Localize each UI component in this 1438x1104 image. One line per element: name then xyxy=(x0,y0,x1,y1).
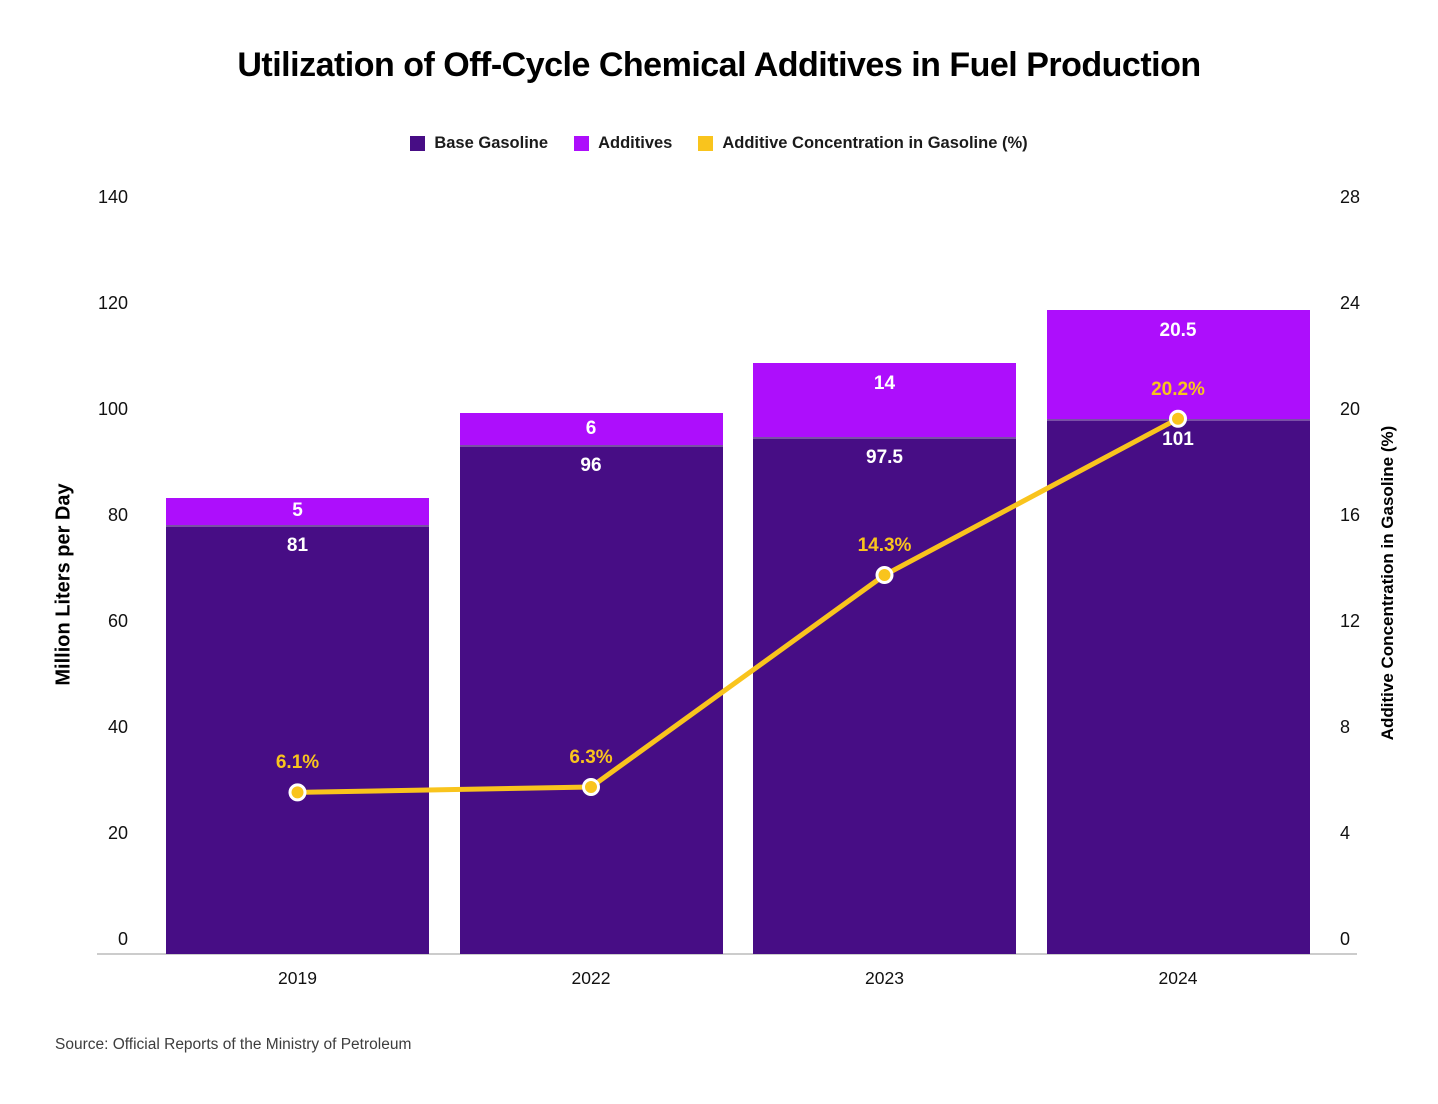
left-axis-tick: 20 xyxy=(107,823,128,843)
left-axis-tick: 100 xyxy=(97,399,128,419)
additives-value-label: 5 xyxy=(292,500,303,522)
left-axis-tick: 140 xyxy=(97,187,128,207)
left-axis-tick: 60 xyxy=(107,611,128,631)
x-axis-label: 2023 xyxy=(865,968,904,988)
x-axis-label: 2022 xyxy=(571,968,611,988)
legend-swatch-icon xyxy=(574,136,590,151)
left-axis-tick: 40 xyxy=(107,717,128,737)
chart-title: Utilization of Off-Cycle Chemical Additi… xyxy=(237,46,1201,84)
x-axis-line xyxy=(97,953,1357,955)
legend-swatch-icon xyxy=(410,136,426,151)
legend-item-base-gasoline[interactable]: Base Gasoline xyxy=(410,134,548,153)
right-axis-tick: 20 xyxy=(1340,399,1361,419)
additives-value-label: 20.5 xyxy=(1159,320,1197,342)
right-axis-tick: 8 xyxy=(1340,717,1351,737)
right-axis-tick: 12 xyxy=(1340,611,1361,631)
legend-item-label: Base Gasoline xyxy=(434,134,549,152)
base-value-label: 97.5 xyxy=(866,447,903,469)
x-axis-label: 2024 xyxy=(1158,968,1198,988)
additives-value-label: 14 xyxy=(873,373,896,395)
legend-item-additive-concentration-in-gasoline[interactable]: Additive Concentration in Gasoline (%) xyxy=(698,134,1028,153)
left-axis-tick: 120 xyxy=(97,293,128,313)
right-axis-tick: 28 xyxy=(1340,187,1361,207)
line-value-label: 6.3% xyxy=(569,747,613,769)
legend-item-label: Additives xyxy=(598,134,673,152)
bar-segment-base xyxy=(459,445,723,954)
bar-segment-base xyxy=(753,437,1016,954)
line-value-label: 20.2% xyxy=(1151,378,1205,400)
base-value-label: 101 xyxy=(1162,428,1194,450)
line-value-label: 14.3% xyxy=(857,535,912,557)
right-axis-tick: 24 xyxy=(1340,293,1361,313)
x-axis-label: 2019 xyxy=(278,968,317,988)
base-value-label: 96 xyxy=(580,455,602,477)
legend-swatch-icon xyxy=(698,136,714,151)
legend-item-additives[interactable]: Additives xyxy=(574,134,672,153)
right-axis-tick: 16 xyxy=(1340,505,1361,525)
right-axis-tick: 0 xyxy=(1340,929,1351,949)
additives-value-label: 6 xyxy=(585,418,597,440)
legend: Base Gasoline Additives Additive Concentra… xyxy=(0,134,1438,153)
bar-segment-base xyxy=(166,524,429,954)
left-axis-tick: 80 xyxy=(107,505,128,525)
bar-segment-base xyxy=(1046,418,1310,954)
base-value-label: 81 xyxy=(286,534,309,556)
bar-segment-additives xyxy=(1046,310,1310,419)
source-note: Source: Official Reports of the Ministry… xyxy=(55,1036,412,1053)
right-axis-tick: 4 xyxy=(1340,823,1351,843)
line-value-label: 6.1% xyxy=(275,752,320,774)
legend-item-label: Additive Concentration in Gasoline (%) xyxy=(722,134,1028,152)
left-axis-tick: 0 xyxy=(117,929,128,949)
